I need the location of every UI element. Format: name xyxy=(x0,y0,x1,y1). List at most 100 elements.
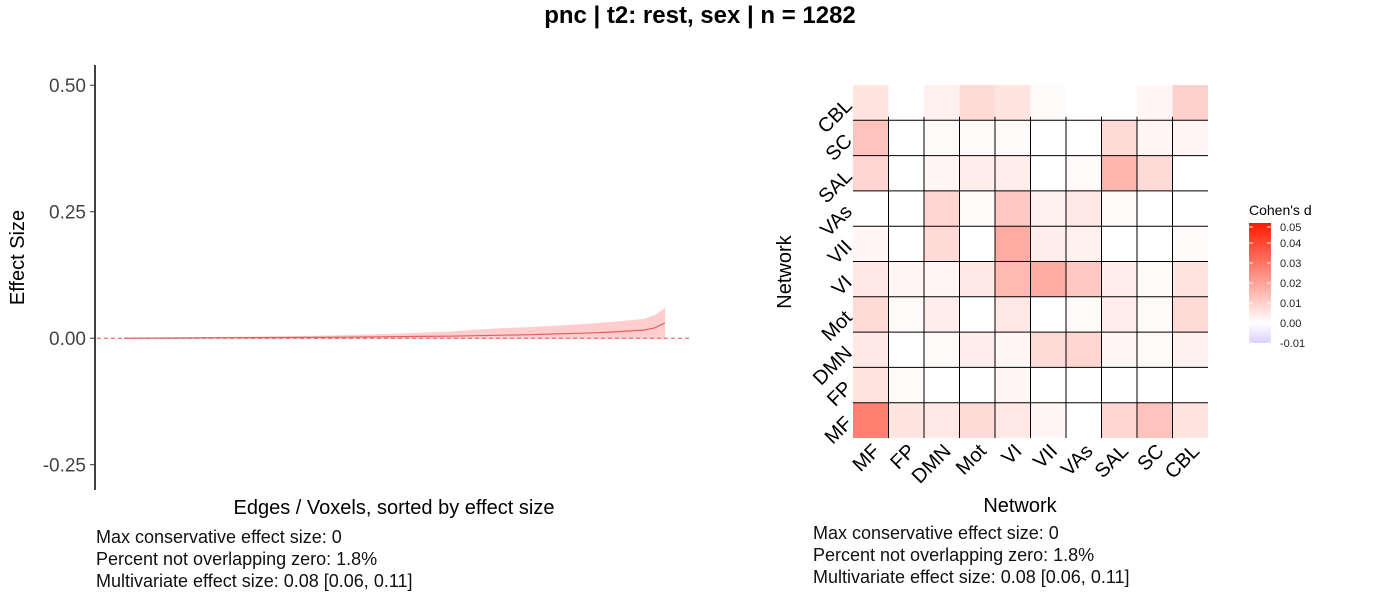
heatmap-cell xyxy=(1066,402,1102,438)
right-stat-multivariate: Multivariate effect size: 0.08 [0.06, 0.… xyxy=(813,567,1130,587)
heatmap-cell xyxy=(1137,367,1173,403)
heatmap-cell xyxy=(924,261,960,297)
legend-tick-label: 0.02 xyxy=(1280,278,1301,290)
heatmap-cell xyxy=(1066,85,1102,121)
heatmap-cell xyxy=(888,367,924,403)
heatmap-cell xyxy=(959,226,995,262)
right-stats: Max conservative effect size: 0 Percent … xyxy=(813,522,1130,588)
heatmap-cell xyxy=(1066,120,1102,156)
heatmap-cell xyxy=(959,190,995,227)
heatmap-cell xyxy=(1030,120,1066,156)
heatmap-x-tick-label: DMN xyxy=(908,440,956,488)
heatmap-cell xyxy=(1172,296,1208,333)
right-stat-max-conservative: Max conservative effect size: 0 xyxy=(813,523,1059,543)
heatmap-cell xyxy=(995,226,1031,262)
legend-title: Cohen's d xyxy=(1249,202,1312,218)
heatmap-cell xyxy=(1101,296,1137,333)
heatmap-cell xyxy=(1172,332,1208,368)
heatmap-cell xyxy=(1030,261,1066,297)
heatmap-cell xyxy=(1172,190,1208,227)
heatmap-cell xyxy=(1137,190,1173,227)
heatmap-cell xyxy=(1066,155,1102,191)
heatmap-y-tick-label: DMN xyxy=(809,342,857,390)
heatmap-cell xyxy=(1137,402,1173,438)
y-tick-label: 0.50 xyxy=(49,76,86,97)
heatmap-cell xyxy=(1172,367,1208,403)
heatmap-cell xyxy=(1101,226,1137,262)
left-stat-max-conservative: Max conservative effect size: 0 xyxy=(96,527,342,547)
heatmap-cell xyxy=(924,367,960,403)
heatmap-cell xyxy=(853,85,889,121)
legend-colorbar xyxy=(1249,223,1271,343)
heatmap-cell xyxy=(1101,155,1137,191)
heatmap-cell xyxy=(959,155,995,191)
heatmap-cell xyxy=(1137,332,1173,368)
heatmap-cell xyxy=(853,226,889,262)
heatmap-cell xyxy=(888,190,924,227)
heatmap-cell xyxy=(924,190,960,227)
heatmap-cell xyxy=(924,402,960,438)
heatmap-cell xyxy=(1066,226,1102,262)
confidence-ribbon xyxy=(124,307,665,339)
heatmap-cell xyxy=(1101,85,1137,121)
heatmap-cell xyxy=(1172,402,1208,438)
heatmap-cell xyxy=(995,261,1031,297)
heatmap-cell xyxy=(1101,367,1137,403)
heatmap-x-tick-label: VI xyxy=(998,440,1027,469)
heatmap-cell xyxy=(995,402,1031,438)
left-stat-multivariate: Multivariate effect size: 0.08 [0.06, 0.… xyxy=(96,571,413,591)
x-axis-title: Edges / Voxels, sorted by effect size xyxy=(234,497,555,519)
heatmap-cell xyxy=(1137,261,1173,297)
heatmap-cell xyxy=(1137,120,1173,156)
heatmap-cell xyxy=(1030,402,1066,438)
heatmap-cell xyxy=(1030,85,1066,121)
heatmap-y-tick-label: VAs xyxy=(816,201,856,241)
heatmap-x-tick-label: VAs xyxy=(1057,440,1097,480)
heatmap-cell xyxy=(1066,261,1102,297)
heatmap-cell xyxy=(1172,261,1208,297)
heatmap-cell xyxy=(1101,190,1137,227)
legend-tick-label: 0.05 xyxy=(1280,222,1301,234)
heatmap-y-tick-label: VII xyxy=(824,236,857,269)
heatmap-cell xyxy=(995,332,1031,368)
heatmap-cell xyxy=(1137,85,1173,121)
heatmap-cell xyxy=(1172,226,1208,262)
heatmap-cell xyxy=(924,85,960,121)
heatmap-cell xyxy=(959,332,995,368)
heatmap-cell xyxy=(1030,155,1066,191)
heatmap-cell xyxy=(853,332,889,368)
heatmap-cell xyxy=(959,402,995,438)
heatmap-cell xyxy=(1137,296,1173,333)
heatmap-cell xyxy=(1101,120,1137,156)
heatmap-cell xyxy=(924,296,960,333)
left-stats: Max conservative effect size: 0 Percent … xyxy=(96,526,413,592)
heatmap-cell xyxy=(888,296,924,333)
heatmap-cell xyxy=(853,190,889,227)
heatmap-cell xyxy=(995,85,1031,121)
heatmap-x-axis-title: Network xyxy=(983,495,1057,517)
heatmap-cell xyxy=(959,261,995,297)
heatmap-cell xyxy=(959,296,995,333)
heatmap-cell xyxy=(1030,332,1066,368)
heatmap-cell xyxy=(995,190,1031,227)
heatmap-cell xyxy=(888,402,924,438)
heatmap-cell xyxy=(1137,226,1173,262)
figure-title: pnc | t2: rest, sex | n = 1282 xyxy=(544,2,856,29)
heatmap-cell xyxy=(1101,402,1137,438)
heatmap-x-tick-label: VII xyxy=(1029,440,1062,473)
heatmap-cell xyxy=(995,296,1031,333)
heatmap-cell xyxy=(1066,332,1102,368)
heatmap-y-tick-label: Mot xyxy=(818,306,857,345)
legend-tick-label: 0.04 xyxy=(1280,238,1301,250)
heatmap-cell xyxy=(924,120,960,156)
heatmap-cell xyxy=(995,155,1031,191)
heatmap-cell xyxy=(924,226,960,262)
heatmap-cell xyxy=(1101,261,1137,297)
heatmap-cell xyxy=(1030,296,1066,333)
legend-tick-label: 0.03 xyxy=(1280,258,1301,270)
heatmap-cell xyxy=(853,402,889,438)
heatmap-cell xyxy=(1030,367,1066,403)
heatmap-cell xyxy=(1066,296,1102,333)
